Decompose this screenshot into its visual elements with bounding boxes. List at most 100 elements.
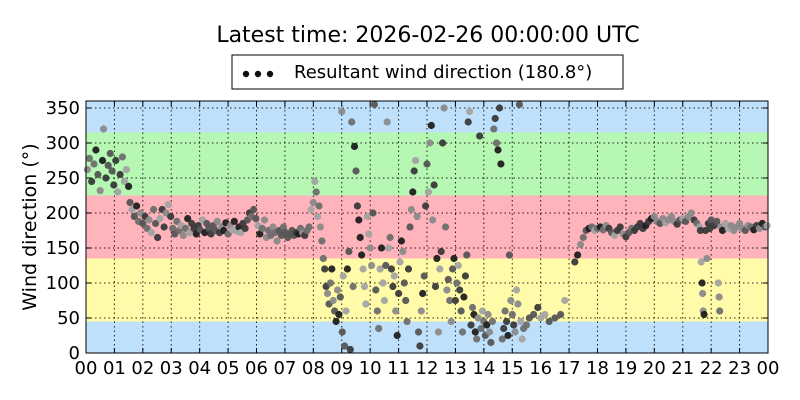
data-point — [258, 224, 266, 232]
data-point — [430, 181, 438, 189]
data-point — [441, 223, 450, 231]
x-tick-label: 00 — [75, 358, 98, 379]
data-point — [447, 317, 455, 326]
x-tick-label: 16 — [529, 358, 552, 379]
x-tick-label: 23 — [728, 358, 751, 379]
data-point — [474, 314, 482, 322]
data-point — [273, 237, 281, 245]
data-point — [467, 321, 475, 329]
data-point — [551, 314, 559, 322]
data-point — [431, 282, 440, 291]
data-point — [450, 254, 458, 263]
y-tick-label: 300 — [46, 133, 80, 154]
data-point — [305, 223, 313, 231]
x-tick-label: 05 — [217, 358, 240, 379]
data-point — [133, 202, 141, 210]
data-point — [491, 114, 499, 123]
data-point — [309, 198, 317, 207]
data-point — [404, 265, 413, 273]
data-point — [377, 244, 386, 252]
data-point — [451, 296, 459, 305]
data-point — [493, 139, 501, 147]
data-point — [416, 342, 424, 350]
data-point — [118, 153, 126, 161]
data-point — [252, 215, 260, 223]
data-point — [505, 251, 513, 259]
data-point — [104, 161, 112, 169]
data-point — [147, 229, 155, 237]
data-point — [517, 317, 525, 326]
data-point — [375, 324, 383, 333]
data-point — [125, 182, 133, 190]
data-point — [454, 261, 462, 270]
data-point — [488, 317, 496, 326]
chart-title: Latest time: 2026-02-26 00:00:00 UTC — [216, 23, 639, 48]
data-point — [456, 286, 464, 294]
data-point — [152, 219, 160, 228]
data-point — [179, 231, 187, 239]
y-tick-label: 50 — [57, 308, 80, 329]
data-point — [419, 289, 427, 298]
x-tick-label: 01 — [103, 358, 126, 379]
data-point — [504, 331, 512, 340]
x-tick-label: 14 — [472, 358, 495, 379]
data-point — [501, 307, 509, 315]
data-point — [427, 121, 435, 130]
data-point — [500, 324, 508, 333]
data-point — [100, 125, 108, 133]
data-point — [355, 216, 363, 224]
data-point — [530, 310, 538, 319]
data-point — [169, 224, 177, 232]
x-tick-label: 06 — [245, 358, 268, 379]
data-point — [403, 317, 411, 326]
data-point — [342, 307, 350, 315]
data-point — [511, 328, 519, 336]
data-point — [88, 177, 96, 186]
data-point — [439, 139, 447, 147]
legend-label: Resultant wind direction (180.8°) — [294, 62, 592, 83]
data-point — [315, 202, 323, 210]
data-point — [358, 251, 366, 259]
data-point — [92, 146, 100, 154]
data-point — [716, 307, 724, 315]
data-point — [422, 202, 430, 210]
data-point — [356, 233, 364, 242]
data-point — [576, 240, 585, 249]
data-point — [365, 230, 373, 238]
data-point — [386, 233, 394, 242]
data-point — [393, 331, 401, 340]
data-point — [83, 166, 91, 174]
x-tick-label: 08 — [302, 358, 325, 379]
data-point — [328, 265, 336, 273]
data-point — [514, 300, 522, 308]
data-point — [579, 233, 587, 242]
data-point — [541, 310, 549, 319]
data-point — [406, 223, 414, 231]
legend-marker — [266, 70, 274, 78]
data-point — [412, 156, 420, 165]
data-point — [429, 216, 437, 224]
data-point — [463, 251, 471, 259]
data-point — [498, 335, 506, 343]
data-point — [336, 293, 344, 301]
data-point — [213, 217, 221, 225]
data-point — [508, 310, 516, 319]
data-point — [476, 132, 484, 140]
x-tick-label: 11 — [387, 358, 410, 379]
y-tick-label: 350 — [46, 98, 80, 119]
legend: Resultant wind direction (180.8°) — [231, 54, 624, 90]
data-point — [485, 328, 494, 336]
data-point — [449, 265, 457, 273]
data-point — [433, 254, 441, 263]
data-point — [698, 279, 706, 287]
data-point — [458, 328, 467, 336]
data-point — [571, 258, 579, 266]
data-point — [616, 223, 624, 231]
data-point — [333, 286, 342, 294]
data-point — [311, 177, 319, 186]
data-point — [338, 107, 346, 116]
data-point — [184, 215, 192, 223]
data-point — [400, 279, 408, 287]
data-point — [98, 156, 107, 165]
